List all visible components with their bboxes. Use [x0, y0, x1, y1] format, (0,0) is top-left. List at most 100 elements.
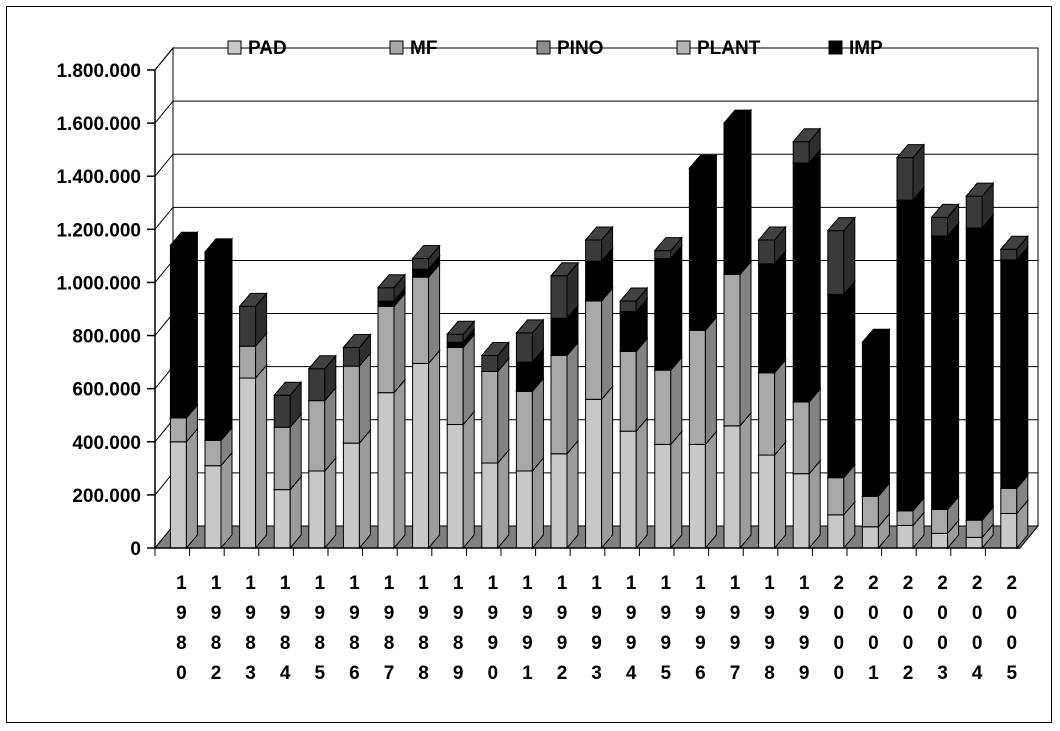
bar-top	[307, 355, 337, 370]
bar-segment	[653, 244, 683, 372]
bar-top	[722, 109, 753, 124]
y-tick-label: 200.000	[72, 486, 141, 507]
bar-segment	[342, 351, 372, 445]
bar-segment	[757, 358, 787, 457]
bar-front	[239, 305, 257, 347]
bar-side	[393, 291, 406, 395]
y-tick-label: 1.200.000	[56, 220, 141, 241]
bar-side	[255, 363, 268, 550]
bar-side	[462, 333, 475, 426]
bar-front	[204, 465, 222, 549]
bar-front	[654, 258, 672, 371]
bar-front	[965, 195, 983, 229]
bar-segment	[999, 234, 1029, 262]
bar-segment	[653, 430, 683, 550]
bar-front	[585, 239, 603, 262]
bar-top	[653, 237, 683, 252]
bar-front	[619, 300, 637, 313]
bar-front	[619, 311, 637, 352]
bar-side	[912, 185, 925, 513]
y-tick-label: 600.000	[72, 380, 141, 401]
y-tick-label: 1.600.000	[56, 114, 141, 135]
bar-front	[515, 470, 533, 549]
bar-front	[550, 275, 568, 319]
bar-front	[308, 368, 326, 402]
bar-side	[497, 357, 510, 465]
bar-segment	[549, 261, 580, 320]
bars	[169, 108, 1029, 550]
bar-side	[877, 327, 890, 498]
bar-front	[792, 473, 810, 549]
bar-front	[169, 244, 187, 419]
bar-front	[342, 442, 360, 549]
bar-side	[462, 410, 475, 550]
bar-side	[185, 427, 198, 550]
bar-front	[481, 354, 499, 372]
bar-front	[446, 333, 464, 343]
bar-side	[1016, 245, 1029, 490]
bar-front	[1000, 487, 1018, 514]
bar-segment	[895, 143, 926, 202]
bar-side	[185, 230, 198, 420]
legend-label: PLANT	[697, 38, 761, 59]
bar-segment	[480, 448, 510, 550]
bar-segment	[619, 416, 649, 550]
bar-segment	[792, 148, 822, 404]
bar-front	[550, 317, 568, 356]
bar-front	[308, 470, 326, 549]
bar-front	[550, 354, 568, 455]
bar-front	[619, 350, 637, 432]
bar-top	[619, 287, 649, 302]
bar-side	[808, 148, 821, 404]
bar-top	[965, 182, 995, 197]
bar-front	[446, 424, 464, 549]
bar-side	[324, 386, 337, 473]
bar-side	[774, 358, 787, 457]
axes: 1 9 8 0 1 9 8 2 1 9 8 3 1 9 8 4 1 9 8 5 1 9 8 6 1 9 8 7 1 9 8 8 1 9 8 9 1 9 9 0…	[56, 61, 1020, 684]
y-tick-label: 1.800.000	[56, 61, 141, 82]
bar-front	[585, 260, 603, 302]
bar-side	[808, 459, 821, 550]
bar-front	[688, 329, 706, 445]
bar-top	[203, 238, 234, 253]
bar-top	[549, 262, 580, 277]
bar-front	[412, 258, 430, 270]
bar-side	[220, 237, 233, 442]
bar-front	[1000, 259, 1018, 489]
bar-front	[861, 495, 879, 528]
bar-segment	[203, 237, 234, 442]
bar-segment	[653, 236, 683, 260]
bar-segment	[757, 225, 787, 266]
bar-front	[723, 425, 741, 549]
bar-segment	[411, 244, 441, 271]
bar-side	[704, 430, 717, 550]
bar-segment	[169, 230, 199, 420]
bar-segment	[307, 456, 337, 550]
bar-front	[758, 263, 776, 374]
bar-front	[861, 341, 879, 497]
bar-side	[808, 387, 821, 476]
bar-front	[896, 157, 914, 201]
bar-segment	[307, 354, 337, 402]
bar-segment	[722, 260, 753, 428]
bar-front	[412, 362, 430, 549]
bar-front	[1000, 512, 1018, 549]
bar-front	[377, 287, 395, 302]
bar-segment	[515, 456, 545, 550]
bar-segment	[549, 341, 580, 456]
bar-side	[670, 244, 683, 372]
bar-segment	[722, 108, 753, 276]
bar-side	[428, 262, 441, 365]
legend-label: IMP	[849, 38, 883, 59]
bar-front	[273, 426, 291, 491]
legend-swatch	[227, 40, 242, 55]
bar-front	[412, 276, 430, 364]
bar-front	[342, 347, 360, 367]
bar-side	[774, 440, 787, 550]
bar-front	[688, 167, 706, 331]
